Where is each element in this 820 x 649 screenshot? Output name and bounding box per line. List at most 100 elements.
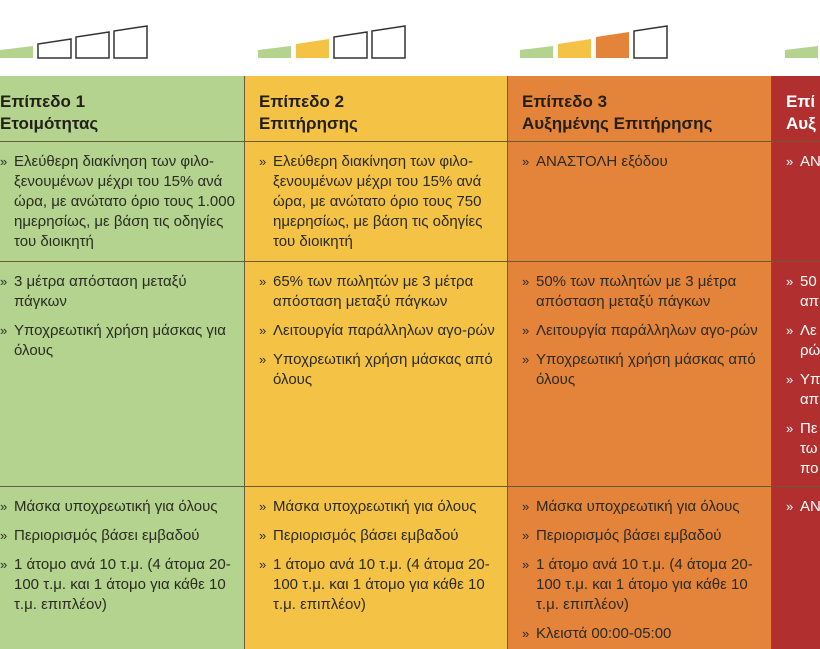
bullet-icon: » bbox=[522, 528, 530, 543]
bullet-icon: » bbox=[786, 499, 794, 514]
level-step-2 bbox=[558, 39, 591, 58]
bullet-icon: » bbox=[786, 372, 794, 387]
row1-cell: » Ελεύθερη διακίνηση των φιλο-ξενουμένων … bbox=[245, 142, 507, 262]
level-indicator-3-icon bbox=[520, 25, 668, 59]
level-indicator-1-icon bbox=[0, 25, 148, 59]
row1-cell: » ΑΝΑΣΤΟΛΗ εξόδου bbox=[508, 142, 771, 262]
header-line: Επίπεδο 3 bbox=[522, 92, 608, 111]
bullet-icon: » bbox=[259, 528, 267, 543]
bullet-icon: » bbox=[786, 421, 794, 436]
item-text: Υποχρεωτική χρήση μάσκας για όλους bbox=[14, 322, 226, 359]
list-item: » ΑΝ bbox=[786, 497, 820, 517]
list-item: » Μάσκα υποχρεωτική για όλους bbox=[0, 497, 236, 517]
level-step-3 bbox=[333, 31, 368, 59]
row3-cell: » Μάσκα υποχρεωτική για όλους » Περιορισμός… bbox=[245, 487, 507, 649]
list-item: » ΑΝ bbox=[786, 152, 820, 172]
list-item: » Περιορισμός βάσει εμβαδού bbox=[0, 526, 236, 546]
header-line: Επιτήρησης bbox=[259, 114, 358, 133]
item-text: 1 άτομο ανά 10 τ.μ. (4 άτομα 20-100 τ.μ.… bbox=[536, 556, 753, 613]
header-line: Ετοιμότητας bbox=[0, 114, 99, 133]
item-text: Λειτουργία παράλληλων αγο-ρών bbox=[273, 322, 495, 339]
item-text: Μάσκα υποχρεωτική για όλους bbox=[14, 498, 218, 515]
row1-cell: » ΑΝ bbox=[772, 142, 820, 262]
bullet-icon: » bbox=[0, 154, 8, 169]
list-item: » 1 άτομο ανά 10 τ.μ. (4 άτομα 20-100 τ.μ… bbox=[259, 555, 499, 615]
level-step-2 bbox=[296, 39, 329, 58]
column-header: Επίπεδο 2 Επιτήρησης bbox=[245, 76, 507, 142]
item-text: Κλειστά 00:00-05:00 bbox=[536, 625, 672, 642]
bullet-icon: » bbox=[786, 154, 794, 169]
level-step-1 bbox=[785, 46, 818, 58]
item-text: Ελεύθερη διακίνηση των φιλο-ξενουμένων μ… bbox=[14, 153, 235, 250]
item-text: Μάσκα υποχρεωτική για όλους bbox=[273, 498, 477, 515]
level-2-column: Επίπεδο 2 Επιτήρησης » Ελεύθερη διακίνηση τ… bbox=[245, 76, 508, 649]
row2-cell: » 65% των πωλητών με 3 μέτρα απόσταση μετ… bbox=[245, 262, 507, 487]
bullet-icon: » bbox=[0, 499, 8, 514]
header-line: Αυξ bbox=[786, 114, 816, 133]
list-item: » Περιορισμός βάσει εμβαδού bbox=[259, 526, 499, 546]
level-step-2 bbox=[37, 38, 72, 59]
list-item: » Υπ απ bbox=[786, 370, 820, 410]
level-indicator-4-icon bbox=[785, 46, 818, 58]
list-item: » Υποχρεωτική χρήση μάσκας για όλους bbox=[0, 321, 236, 361]
item-text: 50 απ bbox=[800, 273, 820, 310]
row2-cell: » 3 μέτρα απόσταση μεταξύ πάγκων » Υποχρεωτ… bbox=[0, 262, 244, 487]
list-item: » Λε ρώ bbox=[786, 321, 820, 361]
item-text: Λειτουργία παράλληλων αγο-ρών bbox=[536, 322, 758, 339]
bullet-icon: » bbox=[0, 557, 8, 572]
level-step-4 bbox=[633, 25, 668, 59]
item-text: ΑΝΑΣΤΟΛΗ εξόδου bbox=[536, 153, 668, 170]
bullet-icon: » bbox=[0, 274, 8, 289]
level-step-4 bbox=[113, 25, 148, 59]
list-item: » Υποχρεωτική χρήση μάσκας από όλους bbox=[522, 350, 763, 390]
bullet-icon: » bbox=[522, 154, 530, 169]
header-line: Επί bbox=[786, 92, 816, 111]
list-item: » 50 απ bbox=[786, 272, 820, 312]
bullet-icon: » bbox=[786, 323, 794, 338]
level-indicator-2-icon bbox=[258, 25, 406, 59]
bullet-icon: » bbox=[522, 274, 530, 289]
bullet-icon: » bbox=[522, 323, 530, 338]
item-text: 50% των πωλητών με 3 μέτρα απόσταση μετα… bbox=[536, 273, 737, 310]
column-header: Επί Αυξ bbox=[772, 76, 820, 142]
item-text: ΑΝ bbox=[800, 498, 820, 515]
item-text: Περιορισμός βάσει εμβαδού bbox=[273, 527, 459, 544]
list-item: » 1 άτομο ανά 10 τ.μ. (4 άτομα 20-100 τ.μ… bbox=[0, 555, 236, 615]
item-text: 3 μέτρα απόσταση μεταξύ πάγκων bbox=[14, 273, 187, 310]
row3-cell: » Μάσκα υποχρεωτική για όλους » Περιορισμός… bbox=[0, 487, 244, 649]
item-text: Λε ρώ bbox=[800, 322, 820, 359]
level-indicators bbox=[0, 25, 818, 59]
list-item: » 1 άτομο ανά 10 τ.μ. (4 άτομα 20-100 τ.μ… bbox=[522, 555, 763, 615]
list-item: » Μάσκα υποχρεωτική για όλους bbox=[522, 497, 763, 517]
bullet-icon: » bbox=[259, 323, 267, 338]
bullet-icon: » bbox=[259, 274, 267, 289]
item-text: Υποχρεωτική χρήση μάσκας από όλους bbox=[273, 351, 493, 388]
item-text: Περιορισμός βάσει εμβαδού bbox=[536, 527, 722, 544]
item-text: Περιορισμός βάσει εμβαδού bbox=[14, 527, 200, 544]
row1-cell: » Ελεύθερη διακίνηση των φιλο-ξενουμένων … bbox=[0, 142, 244, 262]
list-item: » Λειτουργία παράλληλων αγο-ρών bbox=[259, 321, 499, 341]
level-step-3 bbox=[596, 32, 629, 58]
list-item: » 65% των πωλητών με 3 μέτρα απόσταση μετ… bbox=[259, 272, 499, 312]
levels-table: Επίπεδο 1 Ετοιμότητας » Ελεύθερη διακίνηση … bbox=[0, 76, 820, 649]
level-1-column: Επίπεδο 1 Ετοιμότητας » Ελεύθερη διακίνηση … bbox=[0, 76, 245, 649]
item-text: Μάσκα υποχρεωτική για όλους bbox=[536, 498, 740, 515]
level-step-3 bbox=[75, 31, 110, 59]
list-item: » Πε τω πο bbox=[786, 419, 820, 479]
item-text: Υπ απ bbox=[800, 371, 820, 408]
list-item: » Ελεύθερη διακίνηση των φιλο-ξενουμένων … bbox=[259, 152, 499, 252]
header-line: Αυξημένης Επιτήρησης bbox=[522, 114, 713, 133]
header-line: Επίπεδο 1 bbox=[0, 92, 86, 111]
list-item: » Υποχρεωτική χρήση μάσκας από όλους bbox=[259, 350, 499, 390]
bullet-icon: » bbox=[259, 499, 267, 514]
bullet-icon: » bbox=[0, 323, 8, 338]
list-item: » Λειτουργία παράλληλων αγο-ρών bbox=[522, 321, 763, 341]
level-3-column: Επίπεδο 3 Αυξημένης Επιτήρησης » ΑΝΑΣΤΟΛΗ ε… bbox=[508, 76, 772, 649]
level-step-1 bbox=[520, 46, 553, 58]
bullet-icon: » bbox=[259, 154, 267, 169]
level-step-4 bbox=[371, 25, 406, 59]
column-header: Επίπεδο 1 Ετοιμότητας bbox=[0, 76, 244, 142]
bullet-icon: » bbox=[522, 626, 530, 641]
bullet-icon: » bbox=[522, 499, 530, 514]
item-text: 1 άτομο ανά 10 τ.μ. (4 άτομα 20-100 τ.μ.… bbox=[273, 556, 490, 613]
